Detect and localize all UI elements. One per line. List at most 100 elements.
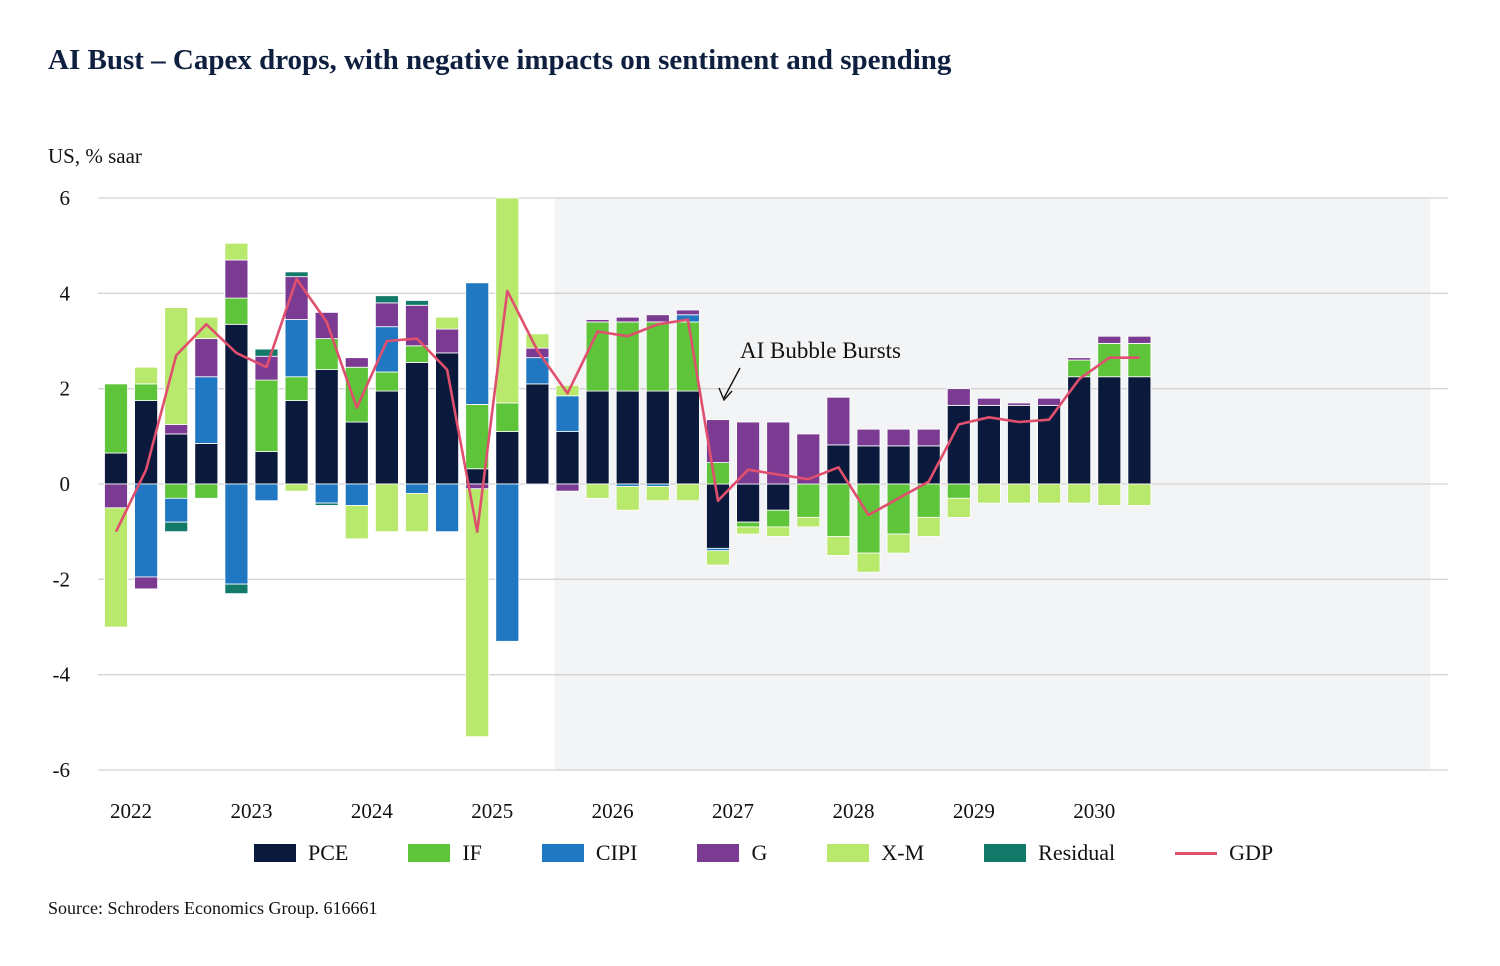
bar-xm-2030Q3	[1127, 483, 1152, 506]
bar-if-2022Q4	[194, 483, 219, 499]
bar-cipi-2022Q4	[194, 376, 219, 444]
bar-xm-2027Q1	[706, 550, 730, 566]
legend-swatch-g	[697, 844, 740, 862]
legend-swatch-cipi	[541, 844, 584, 862]
bar-cipi-2022Q2	[134, 483, 159, 578]
legend-swatch-if	[408, 844, 451, 862]
y-tick-label: -6	[53, 758, 71, 782]
legend-item-gdp: GDP	[1175, 840, 1273, 866]
bar-if-2027Q3	[766, 509, 791, 528]
bar-residual-2022Q3	[164, 521, 189, 533]
bar-pce-2028Q3	[886, 445, 911, 485]
bar-g-2022Q1	[104, 483, 128, 509]
bar-if-2023Q2	[254, 379, 279, 452]
bar-cipi-2023Q1	[224, 483, 249, 585]
bar-pce-2027Q3	[766, 483, 791, 511]
bar-pce-2029Q3	[1007, 404, 1031, 485]
bar-pce-2026Q2	[615, 390, 640, 485]
bar-xm-2026Q2	[615, 485, 640, 511]
legend-label-cipi: CIPI	[595, 840, 638, 865]
chart-title: AI Bust – Capex drops, with negative imp…	[48, 44, 952, 76]
bar-g-2027Q2	[736, 421, 760, 485]
legend-label-gdp: GDP	[1229, 840, 1274, 865]
legend-item-pce: PCE	[254, 840, 348, 866]
bar-g-2028Q1	[826, 396, 851, 446]
bar-if-2024Q2	[374, 371, 399, 392]
bar-cipi-2025Q1	[465, 282, 490, 405]
bar-pce-2022Q3	[164, 433, 189, 485]
bar-g-2022Q2	[134, 576, 159, 590]
legend-swatch-pce	[254, 844, 296, 862]
bar-if-2022Q2	[134, 383, 159, 401]
bar-xm-2028Q1	[826, 536, 851, 556]
legend-item-if: IF	[408, 840, 482, 866]
bar-g-2024Q4	[435, 328, 460, 354]
bar-xm-2024Q2	[374, 483, 399, 533]
bar-cipi-2024Q1	[344, 483, 369, 506]
bar-pce-2026Q4	[676, 390, 700, 485]
bar-pce-2024Q1	[344, 421, 369, 485]
bar-residual-2023Q3	[284, 271, 309, 278]
x-tick-label: 2028	[832, 799, 874, 823]
bar-cipi-2024Q3	[405, 483, 429, 494]
y-tick-label: -2	[53, 567, 71, 591]
bar-if-2030Q3	[1127, 342, 1152, 378]
bar-cipi-2023Q4	[314, 483, 339, 504]
bar-xm-2022Q3	[164, 307, 189, 425]
x-tick-label: 2023	[230, 799, 272, 823]
bar-if-2028Q3	[886, 483, 911, 535]
x-tick-label: 2024	[351, 799, 394, 823]
bar-pce-2023Q1	[224, 323, 249, 485]
bar-xm-2024Q3	[405, 493, 429, 533]
legend-label-residual: Residual	[1038, 840, 1116, 865]
bar-if-2023Q1	[224, 297, 249, 325]
bar-if-2024Q1	[344, 366, 369, 423]
bar-if-2028Q4	[916, 483, 941, 518]
bar-g-2028Q4	[916, 428, 941, 447]
bar-g-2022Q4	[194, 338, 219, 378]
bar-if-2027Q2	[736, 521, 760, 528]
bar-xm-2022Q1	[104, 507, 128, 628]
bar-xm-2024Q4	[435, 316, 460, 330]
bar-pce-2027Q2	[736, 483, 760, 523]
bar-pce-2029Q1	[946, 404, 971, 485]
bar-pce-2030Q3	[1127, 376, 1152, 485]
bar-pce-2023Q2	[254, 451, 279, 485]
bar-xm-2026Q1	[585, 483, 610, 499]
bar-xm-2029Q3	[1007, 483, 1031, 504]
bar-xm-2023Q1	[224, 242, 249, 261]
bar-xm-2029Q4	[1037, 483, 1061, 504]
bar-xm-2029Q1	[946, 497, 971, 518]
y-tick-label: -4	[53, 663, 71, 687]
bar-if-2028Q2	[856, 483, 881, 554]
legend-label-if: IF	[462, 840, 482, 865]
legend-label-x-m: X-M	[881, 840, 925, 865]
bar-xm-2027Q3	[766, 526, 791, 537]
bar-cipi-2024Q2	[374, 326, 399, 373]
bar-if-2022Q1	[104, 383, 128, 454]
bar-g-2023Q3	[284, 276, 309, 320]
x-tick-label: 2022	[110, 799, 152, 823]
bar-pce-2022Q1	[104, 452, 128, 485]
bar-if-2022Q3	[164, 483, 189, 499]
x-tick-label: 2029	[953, 799, 995, 823]
bar-pce-2023Q4	[314, 369, 339, 485]
bar-g-2029Q4	[1037, 397, 1061, 406]
legend-swatch-residual	[984, 844, 1027, 862]
bar-xm-2025Q1	[465, 488, 490, 738]
bar-pce-2023Q3	[284, 400, 309, 485]
legend-item-g: G	[697, 840, 767, 866]
bar-pce-2024Q3	[405, 362, 429, 485]
bar-residual-2023Q4	[314, 502, 339, 506]
legend-label-pce: PCE	[308, 840, 349, 865]
bar-if-2026Q3	[645, 321, 670, 392]
bar-residual-2024Q3	[405, 300, 429, 306]
bar-pce-2030Q1	[1067, 376, 1092, 485]
bar-xm-2022Q4	[194, 316, 219, 340]
bar-g-2030Q2	[1097, 335, 1122, 344]
bar-if-2027Q4	[796, 483, 821, 518]
bar-g-2029Q2	[977, 397, 1001, 406]
bar-g-2026Q4	[676, 309, 700, 316]
bar-xm-2029Q2	[977, 483, 1001, 504]
y-tick-label: 6	[60, 186, 71, 210]
